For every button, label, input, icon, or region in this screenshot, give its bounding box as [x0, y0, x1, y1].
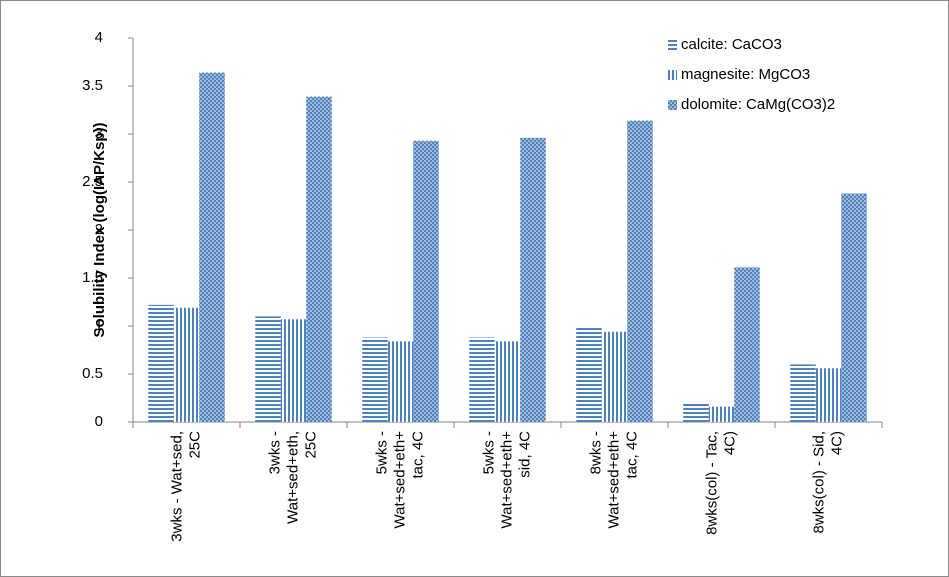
bar [306, 96, 332, 422]
y-tick-label: 1 [95, 317, 103, 334]
bar [601, 331, 628, 422]
bar [469, 337, 495, 422]
x-tick-label: 5wks - Wat+sed+eth+ tac, 4C [373, 431, 427, 529]
y-tick-label: 4 [95, 29, 103, 46]
y-tick-label: 3.5 [82, 77, 103, 94]
legend-label: magnesite: MgCO3 [681, 66, 810, 83]
bar [148, 304, 174, 422]
y-axis-title: Solubility Index (log(IAP/Ksp)) [91, 123, 108, 338]
x-tick-label: 8wks - Wat+sed+eth+ tac, 4C [587, 431, 641, 529]
x-tick-label: 3wks - Wat+sed, 25C [168, 431, 204, 542]
legend-swatch [668, 40, 677, 50]
bar [734, 267, 760, 422]
x-tick-label: 8wks(col) - Sid, 4C) [810, 431, 846, 534]
legend-swatch [668, 100, 677, 110]
bar [362, 337, 388, 422]
y-tick-label: 1.5 [82, 269, 103, 286]
bar [576, 326, 602, 422]
legend-label: calcite: CaCO3 [681, 36, 782, 53]
y-tick-label: 3 [95, 125, 103, 142]
bar [683, 403, 709, 422]
bar [255, 316, 281, 422]
bar [173, 307, 200, 422]
bar [627, 120, 653, 422]
y-tick-label: 0.5 [82, 365, 103, 382]
bar [387, 341, 414, 422]
bar [413, 140, 439, 422]
legend-swatch [668, 70, 677, 80]
bar [815, 368, 842, 422]
bar [790, 364, 816, 422]
y-tick-label: 2 [95, 221, 103, 238]
bar [520, 137, 546, 422]
bar [280, 319, 307, 422]
y-tick-label: 0 [95, 413, 103, 430]
legend-label: dolomite: CaMg(CO3)2 [681, 96, 835, 113]
x-tick-label: 8wks(col) - Tac, 4C) [703, 431, 739, 535]
bar [708, 406, 735, 422]
x-tick-label: 3wks - Wat+sed+eth, 25C [266, 431, 320, 524]
x-tick-label: 5wks - Wat+sed+eth+ sid, 4C [480, 431, 534, 529]
bar [199, 72, 225, 422]
y-tick-label: 2.5 [82, 173, 103, 190]
bar [841, 193, 867, 422]
bar [494, 341, 521, 422]
